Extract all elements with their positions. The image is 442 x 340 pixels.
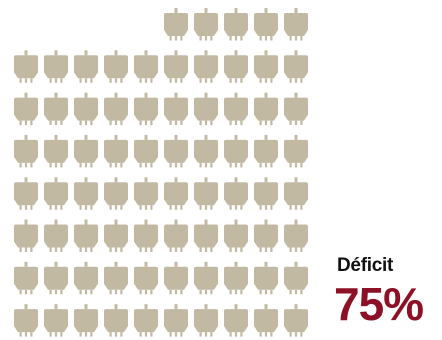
blood-bag-icon	[284, 134, 308, 168]
blood-bag-icon	[44, 219, 68, 252]
blood-bag-icon	[254, 177, 278, 210]
blood-bag-icon	[224, 219, 248, 252]
blood-bag-icon	[164, 134, 188, 168]
blood-bag-icon	[254, 8, 278, 41]
deficit-value: 75%	[334, 278, 424, 330]
blood-bag-icon	[44, 177, 68, 210]
blood-bag-icon	[74, 92, 98, 126]
blood-bag-icon	[134, 261, 158, 295]
blood-bag-icon	[284, 50, 308, 83]
blood-bag-icon	[74, 134, 98, 168]
blood-bag-icon	[134, 134, 158, 168]
blood-bag-icon	[74, 219, 98, 252]
blood-bag-icon	[14, 219, 38, 252]
blood-bag-icon	[194, 177, 218, 210]
deficit-label: Déficit	[337, 255, 393, 276]
blood-bag-icon	[224, 8, 248, 41]
blood-bag-icon	[14, 92, 38, 126]
blood-bag-icon	[134, 92, 158, 126]
blood-bag-icon	[74, 50, 98, 83]
blood-bag-icon	[104, 304, 128, 337]
blood-bag-icon	[134, 219, 158, 252]
blood-bag-icon	[284, 92, 308, 126]
blood-bag-icon	[164, 261, 188, 295]
blood-bag-icon	[254, 134, 278, 168]
blood-bag-icon	[164, 8, 188, 41]
blood-bag-icon	[194, 92, 218, 126]
blood-bag-icon	[284, 177, 308, 210]
blood-bag-icon	[224, 177, 248, 210]
blood-bag-icon	[254, 219, 278, 252]
blood-bag-icon	[224, 261, 248, 295]
blood-bag-icon	[284, 304, 308, 337]
blood-bag-icon	[74, 261, 98, 295]
blood-bag-icon	[14, 134, 38, 168]
blood-bag-icon	[44, 92, 68, 126]
blood-bag-icon	[44, 50, 68, 83]
blood-bag-icon	[164, 219, 188, 252]
blood-bag-icon	[14, 177, 38, 210]
blood-bag-icon	[194, 134, 218, 168]
blood-bag-icon	[104, 177, 128, 210]
blood-bag-icon	[104, 219, 128, 252]
blood-bag-icon	[284, 8, 308, 41]
blood-bag-icon	[104, 134, 128, 168]
blood-bag-icon	[164, 50, 188, 83]
blood-bag-icon	[14, 304, 38, 337]
blood-bag-icon	[254, 92, 278, 126]
blood-bag-icon	[74, 304, 98, 337]
blood-bag-icon	[224, 134, 248, 168]
blood-bag-icon	[194, 219, 218, 252]
blood-bag-icon	[254, 261, 278, 295]
blood-bag-icon	[44, 304, 68, 337]
blood-bag-icon	[104, 261, 128, 295]
blood-bag-icon	[254, 50, 278, 83]
blood-bag-icon	[194, 304, 218, 337]
blood-bag-icon	[104, 92, 128, 126]
blood-bag-icon	[104, 50, 128, 83]
blood-bag-icon	[224, 92, 248, 126]
blood-bag-icon	[134, 304, 158, 337]
blood-bag-icon	[224, 50, 248, 83]
blood-bag-icon	[14, 261, 38, 295]
blood-bag-icon	[74, 177, 98, 210]
blood-bag-icon	[194, 261, 218, 295]
blood-bag-icon	[194, 50, 218, 83]
blood-bag-icon	[194, 8, 218, 41]
blood-bag-icon	[134, 50, 158, 83]
blood-bag-icon	[284, 219, 308, 252]
blood-bag-icon	[44, 261, 68, 295]
blood-bag-icon	[134, 177, 158, 210]
blood-bag-icon	[284, 261, 308, 295]
blood-bag-icon	[224, 304, 248, 337]
blood-bag-icon	[164, 92, 188, 126]
blood-bag-icon	[44, 134, 68, 168]
blood-bag-icon	[164, 177, 188, 210]
blood-bag-icon	[14, 50, 38, 83]
blood-bag-icon	[254, 304, 278, 337]
blood-bag-icon	[164, 304, 188, 337]
